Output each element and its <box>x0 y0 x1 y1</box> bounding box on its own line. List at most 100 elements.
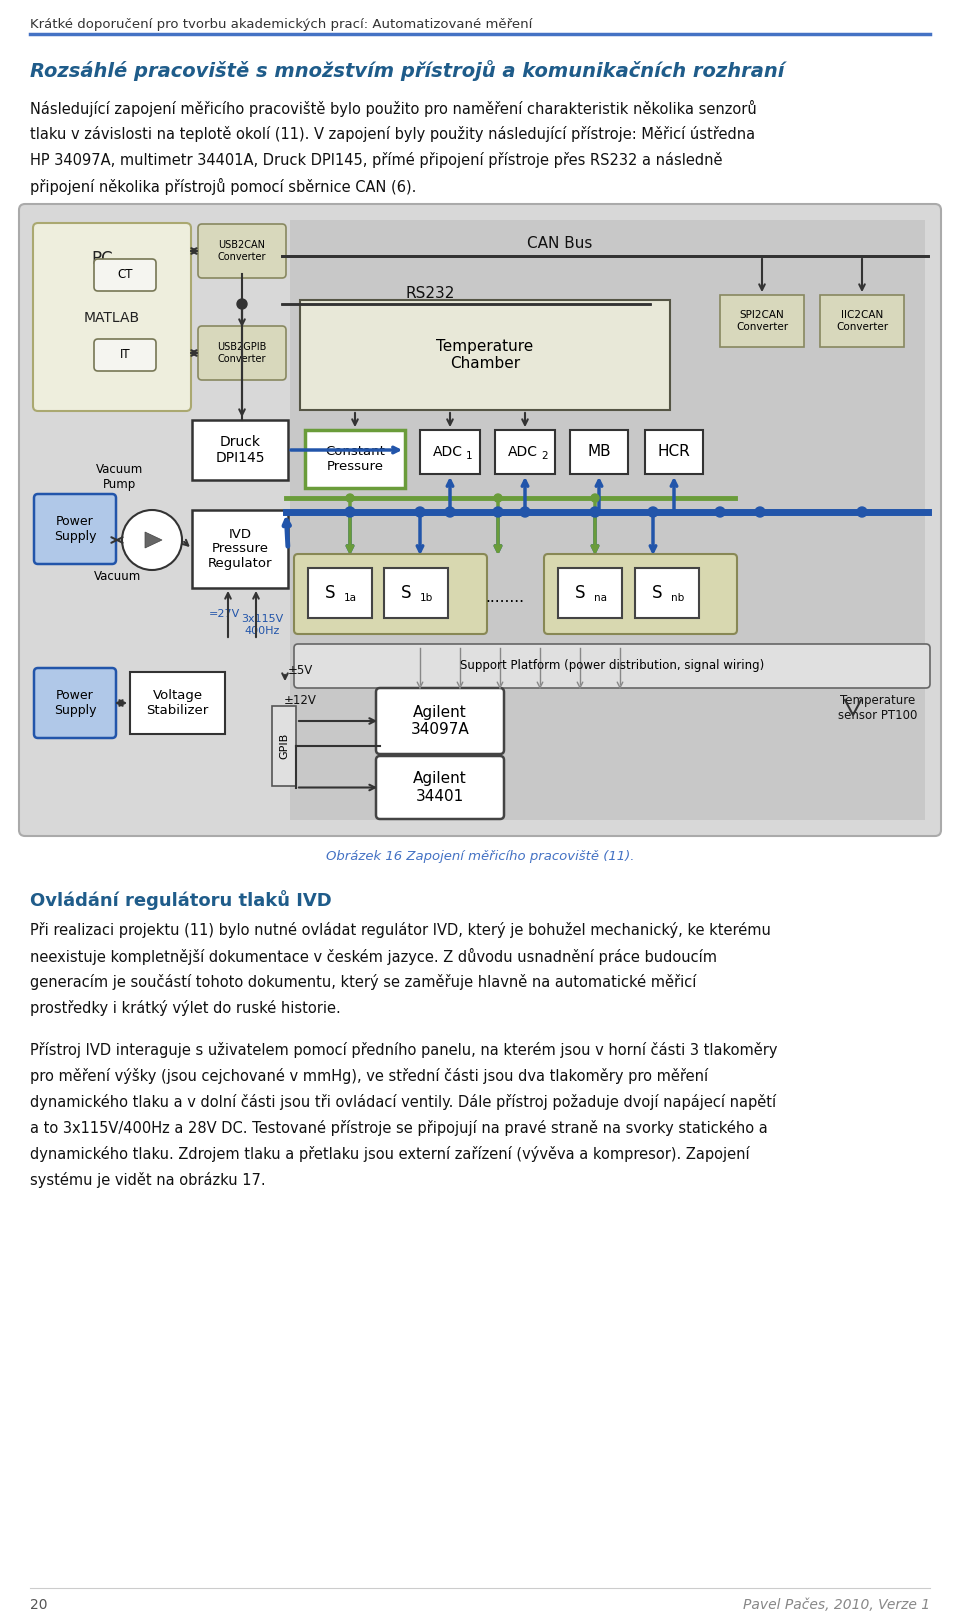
Text: S: S <box>575 583 586 603</box>
Text: Agilent
34097A: Agilent 34097A <box>411 705 469 737</box>
Text: dynamického tlaku a v dolní části jsou tři ovládací ventily. Dále přístroj požad: dynamického tlaku a v dolní části jsou t… <box>30 1094 776 1110</box>
Text: Přístroj IVD interaguje s uživatelem pomocí předního panelu, na kterém jsou v ho: Přístroj IVD interaguje s uživatelem pom… <box>30 1042 778 1058</box>
Circle shape <box>493 507 503 517</box>
FancyBboxPatch shape <box>495 430 555 473</box>
FancyBboxPatch shape <box>376 688 504 755</box>
FancyBboxPatch shape <box>34 494 116 564</box>
Circle shape <box>715 507 725 517</box>
FancyBboxPatch shape <box>294 645 930 688</box>
Text: 20: 20 <box>30 1598 47 1613</box>
Text: Krátké doporučení pro tvorbu akademických prací: Automatizované měření: Krátké doporučení pro tvorbu akademickýc… <box>30 18 533 31</box>
Circle shape <box>590 507 600 517</box>
Text: 1a: 1a <box>344 593 357 603</box>
Text: Vacuum
Pump: Vacuum Pump <box>96 464 144 491</box>
Text: Obrázek 16 Zapojení měřicího pracoviště (11).: Obrázek 16 Zapojení měřicího pracoviště … <box>325 850 635 863</box>
Text: MB: MB <box>588 444 611 459</box>
FancyBboxPatch shape <box>94 339 156 372</box>
Text: 2: 2 <box>541 451 547 461</box>
Text: ADC: ADC <box>433 444 463 459</box>
Circle shape <box>494 494 502 503</box>
Text: Power
Supply: Power Supply <box>54 688 96 718</box>
Circle shape <box>591 494 599 503</box>
Text: systému je vidět na obrázku 17.: systému je vidět na obrázku 17. <box>30 1172 266 1188</box>
Text: připojení několika přístrojů pomocí sběrnice CAN (6).: připojení několika přístrojů pomocí sběr… <box>30 178 417 196</box>
Circle shape <box>237 299 247 309</box>
Text: IVD
Pressure
Regulator: IVD Pressure Regulator <box>207 527 273 570</box>
Text: Constant
Pressure: Constant Pressure <box>325 444 385 473</box>
FancyBboxPatch shape <box>384 567 448 617</box>
FancyBboxPatch shape <box>272 706 296 785</box>
Text: RS232: RS232 <box>405 286 455 301</box>
Text: ........: ........ <box>486 590 524 604</box>
Text: S: S <box>324 583 335 603</box>
FancyBboxPatch shape <box>820 296 904 347</box>
FancyBboxPatch shape <box>290 220 925 819</box>
Text: Support Platform (power distribution, signal wiring): Support Platform (power distribution, si… <box>460 659 764 672</box>
Text: S: S <box>400 583 411 603</box>
Polygon shape <box>145 532 162 548</box>
FancyBboxPatch shape <box>376 756 504 819</box>
Text: 3x115V
400Hz: 3x115V 400Hz <box>241 614 283 635</box>
Text: a to 3x115V/400Hz a 28V DC. Testované přístroje se připojují na pravé straně na : a to 3x115V/400Hz a 28V DC. Testované př… <box>30 1120 768 1136</box>
Circle shape <box>755 507 765 517</box>
FancyBboxPatch shape <box>558 567 622 617</box>
FancyBboxPatch shape <box>19 204 941 835</box>
FancyBboxPatch shape <box>192 511 288 588</box>
Text: MATLAB: MATLAB <box>84 310 140 325</box>
Text: HP 34097A, multimetr 34401A, Druck DPI145, přímé připojení přístroje přes RS232 : HP 34097A, multimetr 34401A, Druck DPI14… <box>30 152 723 168</box>
Text: Při realizaci projektu (11) bylo nutné ovládat regulátor IVD, který je bohužel m: Při realizaci projektu (11) bylo nutné o… <box>30 923 771 937</box>
Circle shape <box>857 507 867 517</box>
Circle shape <box>520 507 530 517</box>
FancyBboxPatch shape <box>570 430 628 473</box>
Text: ADC: ADC <box>508 444 538 459</box>
Circle shape <box>445 507 455 517</box>
FancyBboxPatch shape <box>420 430 480 473</box>
Text: Temperature
sensor PT100: Temperature sensor PT100 <box>838 693 918 722</box>
Text: CAN Bus: CAN Bus <box>527 236 592 250</box>
FancyBboxPatch shape <box>34 667 116 739</box>
Text: IIC2CAN
Converter: IIC2CAN Converter <box>836 310 888 331</box>
Text: Pavel Pačes, 2010, Verze 1: Pavel Pačes, 2010, Verze 1 <box>743 1598 930 1613</box>
FancyBboxPatch shape <box>130 672 225 734</box>
FancyBboxPatch shape <box>294 554 487 633</box>
Text: 1: 1 <box>466 451 472 461</box>
Text: Vacuum: Vacuum <box>94 569 142 582</box>
Text: Agilent
34401: Agilent 34401 <box>413 771 467 803</box>
Text: Power
Supply: Power Supply <box>54 516 96 543</box>
Circle shape <box>346 494 354 503</box>
Text: GPIB: GPIB <box>279 734 289 760</box>
Circle shape <box>122 511 182 570</box>
Text: ±12V: ±12V <box>283 693 317 706</box>
FancyBboxPatch shape <box>544 554 737 633</box>
Circle shape <box>648 507 658 517</box>
FancyBboxPatch shape <box>192 420 288 480</box>
FancyBboxPatch shape <box>198 225 286 278</box>
Text: prostředky i krátký výlet do ruské historie.: prostředky i krátký výlet do ruské histo… <box>30 1000 341 1016</box>
Text: dynamického tlaku. Zdrojem tlaku a přetlaku jsou externí zařízení (vývěva a komp: dynamického tlaku. Zdrojem tlaku a přetl… <box>30 1146 750 1162</box>
Text: tlaku v závislosti na teplotě okolí (11). V zapojení byly použity následující př: tlaku v závislosti na teplotě okolí (11)… <box>30 126 756 142</box>
FancyBboxPatch shape <box>300 301 670 410</box>
Text: Temperature
Chamber: Temperature Chamber <box>437 339 534 372</box>
Text: USB2CAN
Converter: USB2CAN Converter <box>218 241 266 262</box>
Text: S: S <box>652 583 662 603</box>
FancyBboxPatch shape <box>198 326 286 380</box>
Circle shape <box>345 507 355 517</box>
FancyBboxPatch shape <box>645 430 703 473</box>
Text: nb: nb <box>671 593 684 603</box>
Text: SPI2CAN
Converter: SPI2CAN Converter <box>736 310 788 331</box>
Text: Voltage
Stabilizer: Voltage Stabilizer <box>146 688 208 718</box>
Text: pro měření výšky (jsou cejchované v mmHg), ve střední části jsou dva tlakoměry p: pro měření výšky (jsou cejchované v mmHg… <box>30 1068 708 1084</box>
Text: HCR: HCR <box>658 444 690 459</box>
Circle shape <box>415 507 425 517</box>
Text: 1b: 1b <box>420 593 433 603</box>
Text: ±5V: ±5V <box>287 664 313 677</box>
Text: CT: CT <box>117 268 132 281</box>
Text: na: na <box>594 593 607 603</box>
Text: =27V: =27V <box>208 609 240 619</box>
Text: Rozsáhlé pracoviště s množstvím přístrojů a komunikačních rozhraní: Rozsáhlé pracoviště s množstvím přístroj… <box>30 60 784 81</box>
FancyBboxPatch shape <box>94 259 156 291</box>
Text: neexistuje kompletnější dokumentace v českém jazyce. Z důvodu usnadnění práce bu: neexistuje kompletnější dokumentace v če… <box>30 949 717 965</box>
FancyBboxPatch shape <box>33 223 191 410</box>
Text: Následující zapojení měřicího pracoviště bylo použito pro naměření charakteristi: Následující zapojení měřicího pracoviště… <box>30 100 756 116</box>
Text: Ovládání regulátoru tlaků IVD: Ovládání regulátoru tlaků IVD <box>30 890 332 910</box>
